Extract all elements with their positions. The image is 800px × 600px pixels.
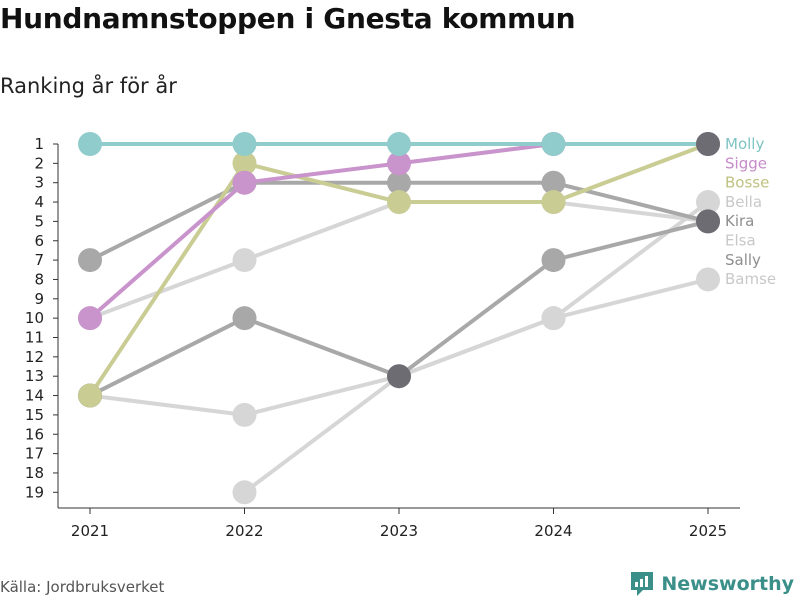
x-tick-label: 2025 bbox=[689, 522, 727, 540]
chart-subtitle: Ranking år för år bbox=[0, 74, 177, 98]
brand-logo: Newsworthy bbox=[629, 570, 794, 598]
x-tick-label: 2023 bbox=[380, 522, 418, 540]
data-point-molly-2022 bbox=[232, 132, 257, 156]
data-point-sally-2023 bbox=[387, 170, 411, 195]
data-point-elsa-2022 bbox=[232, 248, 257, 273]
data-point-bella-2025 bbox=[696, 190, 720, 215]
x-tick-label: 2022 bbox=[225, 522, 263, 540]
y-tick-label: 12 bbox=[25, 348, 44, 366]
end-label-kira: Kira bbox=[725, 212, 754, 230]
y-tick-label: 9 bbox=[34, 290, 44, 308]
data-point-molly-2024 bbox=[541, 132, 566, 156]
chart-title: Hundnamnstoppen i Gnesta kommun bbox=[0, 2, 576, 35]
y-tick-label: 8 bbox=[34, 270, 44, 288]
y-tick-label: 15 bbox=[25, 406, 44, 424]
data-point-kira-2022 bbox=[232, 306, 257, 331]
y-tick-label: 3 bbox=[34, 174, 44, 192]
data-point-sigge-2022 bbox=[232, 170, 257, 195]
x-tick-label: 2024 bbox=[534, 522, 572, 540]
series-line-bella bbox=[242, 200, 710, 495]
y-tick-label: 16 bbox=[25, 425, 44, 443]
data-point-molly-2021 bbox=[78, 132, 102, 156]
data-point-bosse-2022 bbox=[232, 151, 257, 176]
end-label-sally: Sally bbox=[725, 251, 761, 269]
data-point-sigge-2021 bbox=[78, 306, 102, 331]
y-tick-label: 1 bbox=[34, 135, 44, 153]
data-point-molly-2025 bbox=[696, 132, 720, 156]
y-tick-label: 17 bbox=[25, 445, 44, 463]
end-label-molly: Molly bbox=[725, 135, 764, 153]
data-point-bamse-2022 bbox=[232, 402, 257, 427]
newsworthy-logo-icon bbox=[631, 572, 654, 596]
data-point-molly-2023 bbox=[387, 132, 411, 156]
data-point-sigge-2023 bbox=[387, 151, 411, 176]
y-tick-label: 11 bbox=[25, 329, 44, 347]
end-label-bosse: Bosse bbox=[725, 174, 769, 192]
source-note: Källa: Jordbruksverket bbox=[0, 578, 165, 596]
y-tick-label: 18 bbox=[25, 464, 44, 482]
data-point-kira-2023 bbox=[387, 364, 411, 389]
y-tick-label: 14 bbox=[25, 387, 44, 405]
data-point-bosse-2024 bbox=[541, 190, 566, 215]
y-tick-label: 6 bbox=[34, 232, 44, 250]
data-point-bamse-2025 bbox=[696, 267, 720, 292]
data-point-kira-2025 bbox=[696, 209, 720, 234]
end-label-bamse: Bamse bbox=[725, 270, 776, 288]
y-tick-label: 19 bbox=[25, 483, 44, 501]
brand-name: Newsworthy bbox=[661, 573, 794, 595]
y-tick-label: 7 bbox=[34, 251, 44, 269]
data-point-bella-2024 bbox=[541, 306, 566, 331]
data-point-sally-2021 bbox=[78, 248, 102, 273]
data-point-bosse-2023 bbox=[387, 190, 411, 215]
end-label-bella: Bella bbox=[725, 193, 762, 211]
y-tick-label: 10 bbox=[25, 309, 44, 327]
data-point-bella-2022 bbox=[232, 480, 257, 505]
data-point-kira-2024 bbox=[541, 248, 566, 273]
x-tick-label: 2021 bbox=[71, 522, 109, 540]
y-tick-label: 2 bbox=[34, 154, 44, 172]
end-label-sigge: Sigge bbox=[725, 154, 767, 172]
y-tick-label: 5 bbox=[34, 212, 44, 230]
y-tick-label: 13 bbox=[25, 367, 44, 385]
y-tick-label: 4 bbox=[34, 193, 44, 211]
data-point-sally-2024 bbox=[541, 170, 566, 195]
data-point-bosse-2021 bbox=[78, 383, 102, 408]
end-label-elsa: Elsa bbox=[725, 232, 756, 250]
